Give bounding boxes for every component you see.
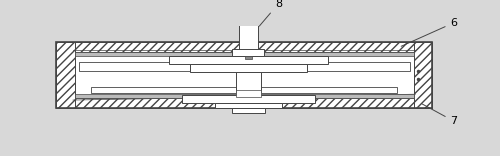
Bar	[232, 108, 265, 113]
Bar	[74, 52, 413, 98]
Bar	[414, 42, 432, 107]
Bar	[261, 87, 397, 93]
Bar	[307, 62, 410, 71]
Bar	[56, 98, 432, 107]
Bar	[215, 102, 282, 108]
Bar	[56, 42, 74, 107]
Bar	[74, 52, 413, 56]
Bar	[92, 87, 236, 93]
Bar	[182, 95, 315, 102]
Bar	[56, 42, 432, 52]
Text: 8: 8	[260, 0, 282, 26]
Text: 7: 7	[422, 104, 458, 126]
Bar	[79, 62, 190, 71]
Bar	[74, 94, 413, 98]
Bar	[190, 64, 307, 72]
Bar	[56, 42, 432, 107]
Bar	[232, 49, 264, 56]
Bar	[245, 56, 252, 59]
Bar	[236, 72, 261, 95]
Bar	[236, 90, 261, 97]
Bar	[169, 56, 328, 64]
Text: 6: 6	[401, 18, 458, 46]
Bar	[235, 13, 262, 23]
Bar	[239, 13, 258, 52]
